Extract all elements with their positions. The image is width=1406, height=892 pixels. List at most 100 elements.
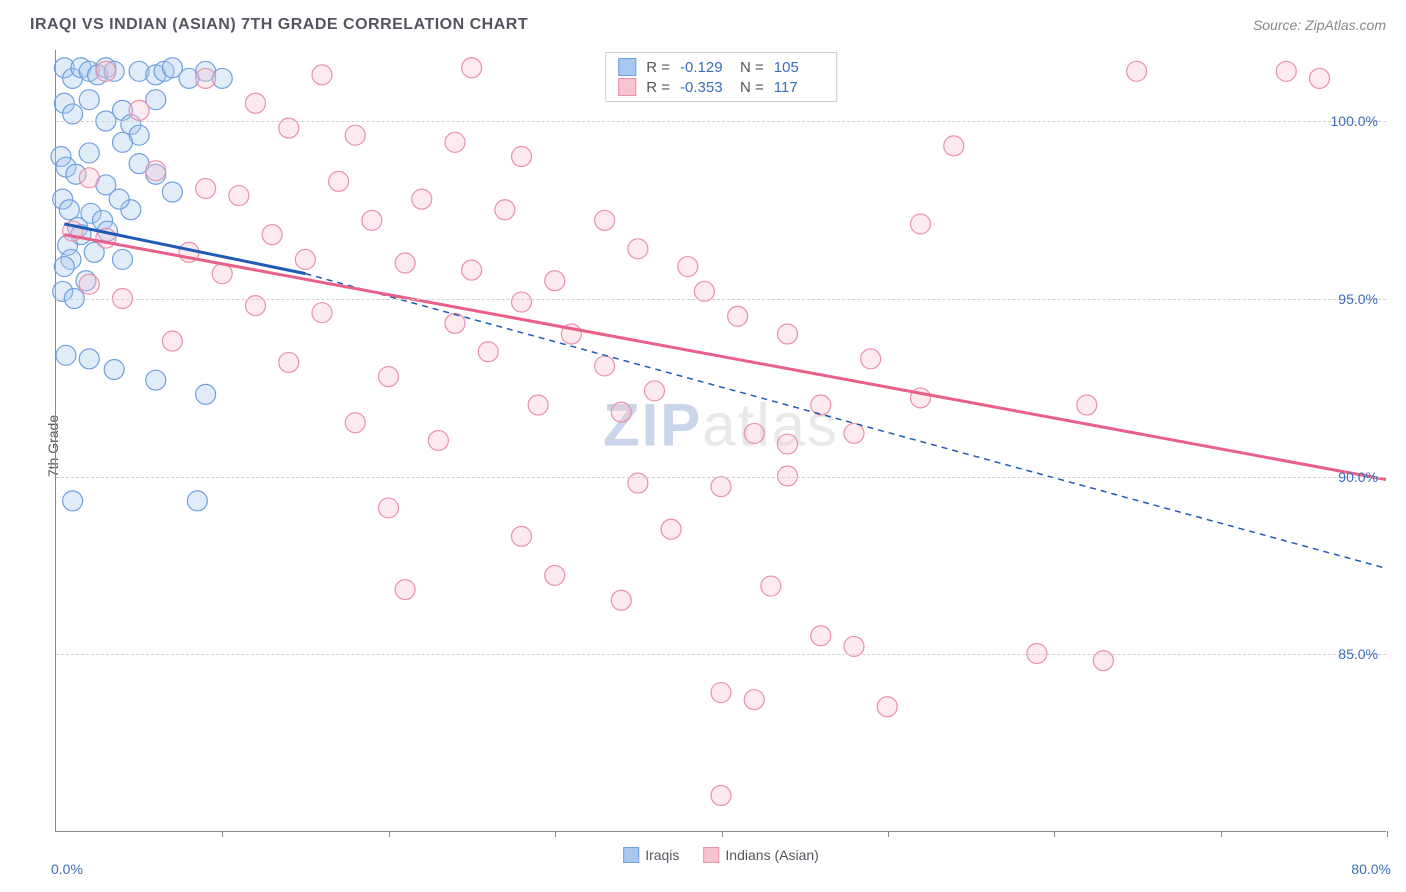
data-point [512,292,532,312]
data-point [79,168,99,188]
x-tick [389,831,390,837]
data-point [187,491,207,511]
data-point [611,590,631,610]
data-point [811,395,831,415]
data-point [79,143,99,163]
data-point [1127,61,1147,81]
data-point [1276,61,1296,81]
legend-label: Iraqis [645,847,679,863]
data-point [229,186,249,206]
data-point [279,352,299,372]
data-point [79,349,99,369]
data-point [1077,395,1097,415]
data-point [146,370,166,390]
data-point [345,413,365,433]
data-point [661,519,681,539]
data-point [645,381,665,401]
data-point [59,200,79,220]
data-point [379,367,399,387]
data-point [379,498,399,518]
data-point [146,161,166,181]
data-point [728,306,748,326]
data-point [495,200,515,220]
data-point [63,491,83,511]
data-point [678,257,698,277]
legend-item: Iraqis [623,847,679,863]
data-point [295,249,315,269]
stats-n-label: N = [740,59,764,76]
data-point [113,132,133,152]
stats-r-label: R = [646,59,670,76]
data-point [196,384,216,404]
x-tick [1054,831,1055,837]
chart-source: Source: ZipAtlas.com [1253,17,1386,33]
legend: Iraqis Indians (Asian) [623,847,819,863]
stats-row: R =-0.353N =117 [618,77,824,97]
legend-swatch [703,847,719,863]
data-point [611,402,631,422]
trend-line-extrapolated [305,274,1386,569]
stats-n-label: N = [740,79,764,96]
data-point [104,360,124,380]
data-point [312,65,332,85]
plot-svg [56,50,1386,831]
gridline [56,121,1386,122]
stats-n-value: 117 [774,79,824,96]
data-point [109,189,129,209]
data-point [345,125,365,145]
data-point [395,253,415,273]
data-point [711,683,731,703]
data-point [512,526,532,546]
gridline [56,477,1386,478]
legend-swatch [623,847,639,863]
x-tick [888,831,889,837]
data-point [1310,68,1330,88]
plot-area: ZIPatlas R =-0.129N =105R =-0.353N =117 … [55,50,1386,832]
data-point [162,331,182,351]
data-point [312,303,332,323]
data-point [911,214,931,234]
data-point [395,580,415,600]
data-point [54,257,74,277]
data-point [428,431,448,451]
data-point [412,189,432,209]
stats-row: R =-0.129N =105 [618,57,824,77]
stats-r-label: R = [646,79,670,96]
data-point [811,626,831,646]
legend-label: Indians (Asian) [725,847,818,863]
stats-n-value: 105 [774,59,824,76]
data-point [445,132,465,152]
legend-item: Indians (Asian) [703,847,818,863]
data-point [711,477,731,497]
data-point [512,147,532,167]
data-point [595,210,615,230]
x-tick [722,831,723,837]
data-point [262,225,282,245]
data-point [462,260,482,280]
data-point [744,423,764,443]
data-point [445,313,465,333]
gridline [56,299,1386,300]
data-point [778,324,798,344]
data-point [329,171,349,191]
data-point [778,434,798,454]
y-tick-label: 85.0% [1338,646,1378,662]
gridline [56,654,1386,655]
x-max-label: 80.0% [1351,861,1391,877]
data-point [761,576,781,596]
chart-title: IRAQI VS INDIAN (ASIAN) 7TH GRADE CORREL… [30,16,528,34]
trend-line [64,235,1386,480]
stats-box: R =-0.129N =105R =-0.353N =117 [605,52,837,102]
data-point [545,271,565,291]
data-point [162,182,182,202]
data-point [196,178,216,198]
data-point [944,136,964,156]
chart-container: ZIPatlas R =-0.129N =105R =-0.353N =117 … [55,50,1386,832]
data-point [79,90,99,110]
data-point [462,58,482,78]
data-point [861,349,881,369]
data-point [196,68,216,88]
stats-swatch [618,78,636,96]
x-tick [555,831,556,837]
chart-header: IRAQI VS INDIAN (ASIAN) 7TH GRADE CORREL… [30,16,1386,34]
